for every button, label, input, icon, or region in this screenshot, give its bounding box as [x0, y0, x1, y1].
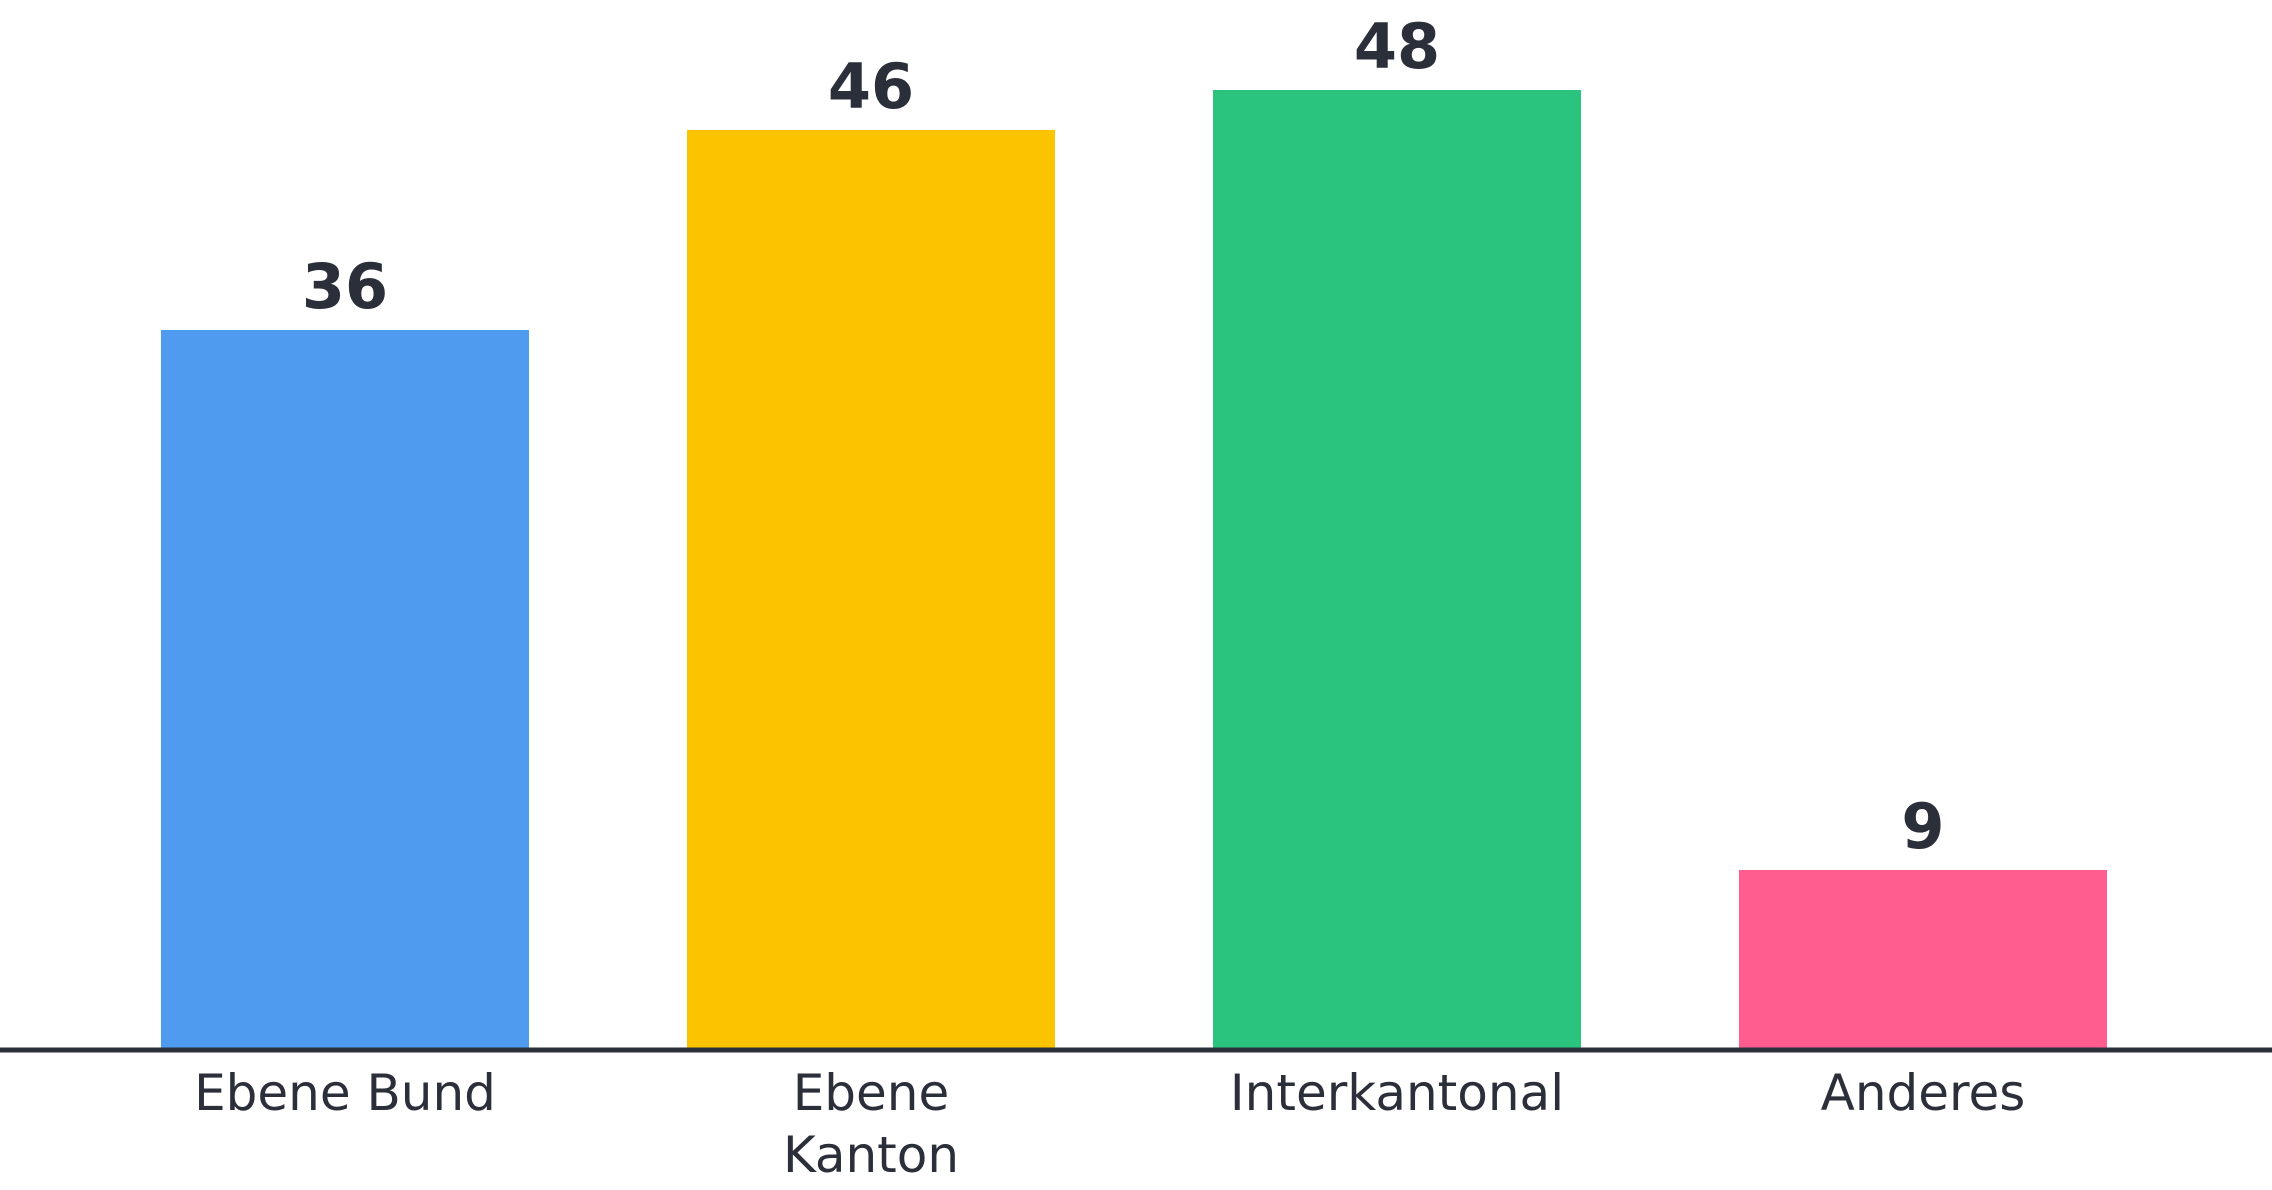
bars-layer [161, 90, 2107, 1050]
category-label-3: Interkantonal [1230, 1064, 1564, 1122]
bar-1 [161, 330, 529, 1050]
category-label-4: Anderes [1821, 1064, 2026, 1122]
bar-2 [687, 130, 1055, 1050]
bar-4 [1739, 870, 2107, 1050]
value-labels-layer: 36 46 48 9 [302, 10, 1945, 863]
value-label-4: 9 [1901, 790, 1944, 863]
bar-3 [1213, 90, 1581, 1050]
value-label-1: 36 [302, 250, 388, 323]
category-labels-layer: Ebene Bund Ebene Kanton Interkantonal Andere… [194, 1064, 2025, 1184]
value-label-2: 46 [828, 50, 914, 123]
category-label-1: Ebene Bund [194, 1064, 496, 1122]
category-label-2: Ebene Kanton [783, 1064, 959, 1184]
value-label-3: 48 [1354, 10, 1440, 83]
